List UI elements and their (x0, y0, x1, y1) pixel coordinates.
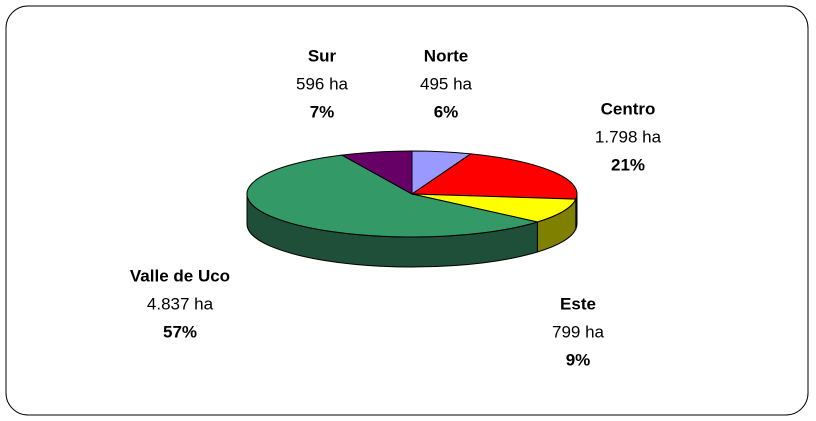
slice-value-label: 495 ha (420, 74, 473, 93)
slice-value-label: 799 ha (552, 322, 605, 341)
pie-slice (411, 193, 577, 223)
pie-slice (340, 150, 413, 195)
slice-name: Valle de Uco (130, 266, 230, 285)
slice-percent-label: 9% (566, 350, 591, 369)
slice-value-label: 596 ha (296, 74, 349, 93)
slice-name: Centro (601, 99, 656, 118)
slice-percent-label: 21% (611, 155, 645, 174)
pie-slice (246, 154, 540, 238)
slice-name: Sur (308, 46, 337, 65)
slice-value-label: 4.837 ha (147, 294, 214, 313)
slice-name: Norte (424, 46, 468, 65)
slice-percent-label: 6% (434, 102, 459, 121)
slice-name: Este (560, 294, 596, 313)
slice-value-label: 1.798 ha (595, 127, 662, 146)
pie-slice (410, 153, 578, 200)
slice-percent-label: 7% (310, 102, 335, 121)
slice-percent-label: 57% (163, 322, 197, 341)
